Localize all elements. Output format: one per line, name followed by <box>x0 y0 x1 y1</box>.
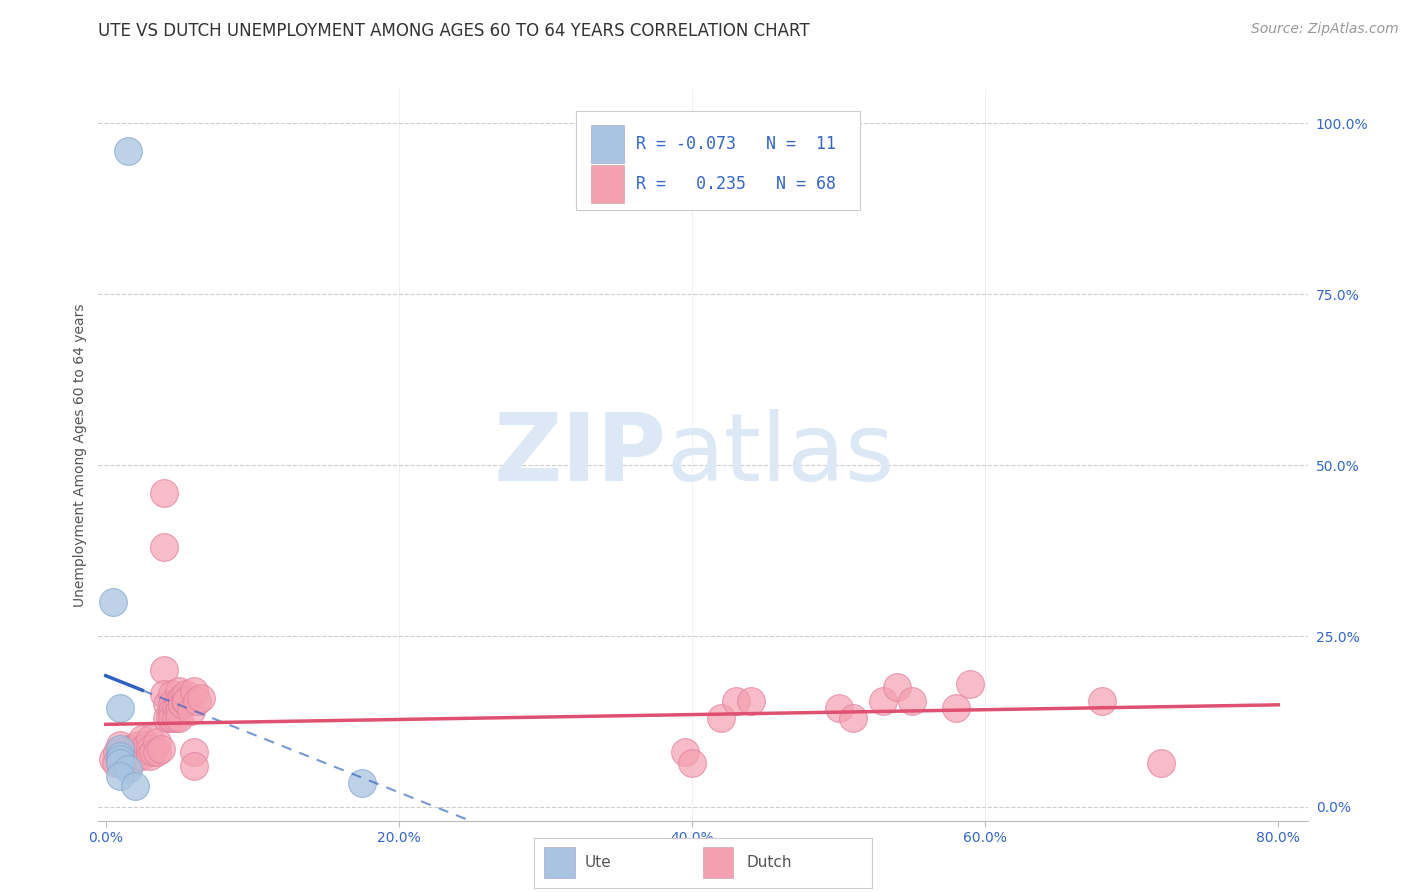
Point <box>110 701 132 715</box>
Point <box>101 595 124 609</box>
Text: UTE VS DUTCH UNEMPLOYMENT AMONG AGES 60 TO 64 YEARS CORRELATION CHART: UTE VS DUTCH UNEMPLOYMENT AMONG AGES 60 … <box>98 22 810 40</box>
Point <box>945 701 967 715</box>
Point <box>190 690 212 705</box>
Point <box>121 752 143 766</box>
Point <box>110 748 132 763</box>
Point <box>176 687 198 701</box>
Point <box>156 711 179 725</box>
Point <box>117 742 139 756</box>
Text: R =   0.235   N = 68: R = 0.235 N = 68 <box>637 176 837 194</box>
Point <box>121 742 143 756</box>
Point <box>138 742 160 756</box>
Text: R = -0.073   N =  11: R = -0.073 N = 11 <box>637 135 837 153</box>
Point <box>167 683 190 698</box>
Point <box>138 731 160 746</box>
Point <box>105 756 128 770</box>
Point <box>165 701 187 715</box>
FancyBboxPatch shape <box>576 112 860 210</box>
Point <box>156 698 179 712</box>
Point <box>673 745 696 759</box>
Point <box>160 711 183 725</box>
Point <box>710 711 733 725</box>
Point <box>124 780 146 794</box>
Point <box>117 748 139 763</box>
Point <box>146 745 169 759</box>
Point <box>110 748 132 763</box>
Point <box>183 759 205 773</box>
Bar <box>544 847 575 878</box>
Point <box>159 711 181 725</box>
Point <box>1091 694 1114 708</box>
Point <box>183 745 205 759</box>
Point <box>167 694 190 708</box>
Point <box>174 694 197 708</box>
Point <box>827 701 849 715</box>
Point <box>167 711 190 725</box>
Point <box>131 742 153 756</box>
Point <box>160 704 183 718</box>
Point <box>165 711 187 725</box>
Point <box>110 756 132 770</box>
Point <box>842 711 865 725</box>
Point <box>153 485 176 500</box>
Point <box>110 769 132 783</box>
Point <box>153 540 176 554</box>
Point <box>135 739 157 753</box>
Point <box>886 681 908 695</box>
Point <box>681 756 703 770</box>
Point <box>180 704 202 718</box>
Point <box>901 694 924 708</box>
Point <box>183 683 205 698</box>
Point <box>124 748 146 763</box>
Point <box>724 694 747 708</box>
Point <box>160 698 183 712</box>
Point <box>138 748 160 763</box>
Point <box>352 776 374 790</box>
Point <box>176 694 198 708</box>
Point <box>107 745 129 759</box>
Point <box>170 698 193 712</box>
Point <box>117 759 139 773</box>
Point <box>146 735 169 749</box>
Point <box>110 752 132 766</box>
Point <box>170 690 193 705</box>
Bar <box>591 165 624 203</box>
Bar <box>591 125 624 163</box>
Text: atlas: atlas <box>666 409 896 501</box>
Point <box>153 663 176 677</box>
Point <box>740 694 762 708</box>
Point <box>959 677 981 691</box>
Point <box>124 745 146 759</box>
Point <box>117 144 139 158</box>
Point <box>131 748 153 763</box>
Point <box>150 742 173 756</box>
Bar <box>703 847 734 878</box>
Text: Ute: Ute <box>585 855 612 870</box>
Point <box>101 752 124 766</box>
Point <box>110 742 132 756</box>
Point <box>112 752 135 766</box>
Text: Dutch: Dutch <box>747 855 793 870</box>
Point <box>112 756 135 770</box>
Point <box>142 745 165 759</box>
Point <box>186 694 208 708</box>
Point <box>110 739 132 753</box>
Y-axis label: Unemployment Among Ages 60 to 64 years: Unemployment Among Ages 60 to 64 years <box>73 303 87 607</box>
Point <box>127 739 149 753</box>
Point <box>127 748 149 763</box>
Point <box>872 694 894 708</box>
Point <box>167 704 190 718</box>
Point <box>153 687 176 701</box>
Point <box>160 687 183 701</box>
Point <box>131 731 153 746</box>
Point <box>1150 756 1173 770</box>
Text: ZIP: ZIP <box>494 409 666 501</box>
Text: Source: ZipAtlas.com: Source: ZipAtlas.com <box>1251 22 1399 37</box>
Point <box>117 763 139 777</box>
